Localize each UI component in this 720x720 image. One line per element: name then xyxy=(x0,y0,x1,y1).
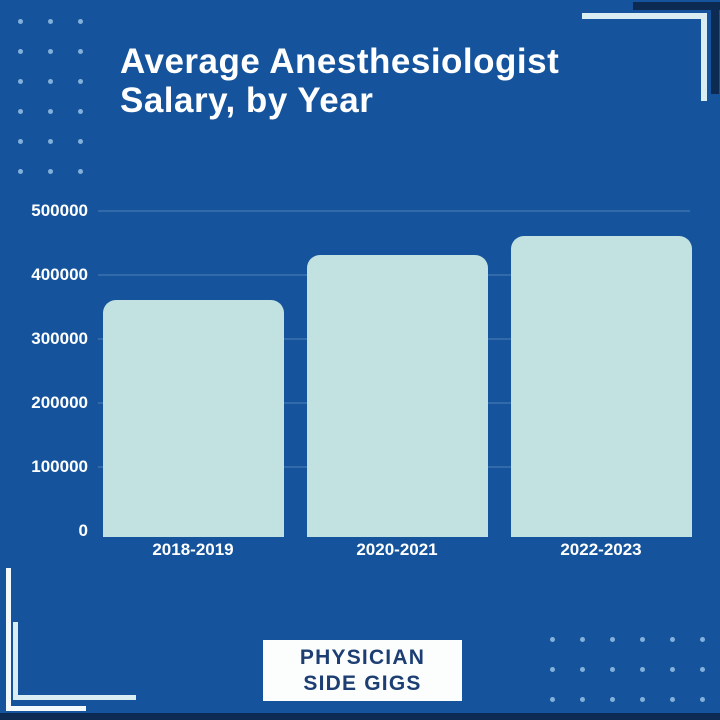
dot xyxy=(48,169,53,174)
dot xyxy=(610,667,615,672)
y-axis-tick-label: 200000 xyxy=(31,393,88,412)
chart-title-line1: Average Anesthesiologist xyxy=(120,42,560,81)
corner-bracket-top-right-dark-horizontal xyxy=(633,2,720,10)
dot xyxy=(18,49,23,54)
bar-2020-2021 xyxy=(306,255,488,537)
corner-bracket-bottom-left-inner-vertical xyxy=(13,622,18,700)
y-axis-tick-label: 100000 xyxy=(31,457,88,476)
dot xyxy=(48,49,53,54)
dot xyxy=(640,667,645,672)
dot xyxy=(18,139,23,144)
dot xyxy=(78,109,83,114)
dot xyxy=(78,49,83,54)
dot xyxy=(18,19,23,24)
dot xyxy=(18,109,23,114)
dot xyxy=(670,667,675,672)
badge-line1: PHYSICIAN xyxy=(299,645,426,669)
x-axis-label-2020-2021: 2020-2021 xyxy=(356,540,438,559)
dot xyxy=(48,79,53,84)
dot xyxy=(78,79,83,84)
dot xyxy=(550,697,555,702)
y-axis-tick-label: 300000 xyxy=(31,329,88,348)
dot xyxy=(700,697,705,702)
gridline xyxy=(98,210,690,212)
y-axis-tick-label: 500000 xyxy=(31,201,88,220)
dot xyxy=(78,139,83,144)
dot xyxy=(48,139,53,144)
dot xyxy=(78,169,83,174)
chart-title-line2: Salary, by Year xyxy=(120,81,374,120)
bar-2018-2019 xyxy=(102,300,284,537)
chart-title: Average Anesthesiologist Salary, by Year xyxy=(120,42,680,120)
corner-bracket-top-right-dark-vertical xyxy=(711,2,719,94)
dot xyxy=(48,109,53,114)
dot xyxy=(580,667,585,672)
dot xyxy=(48,19,53,24)
corner-bracket-bottom-left-outer-vertical xyxy=(6,568,11,711)
y-axis-tick-label: 400000 xyxy=(31,265,88,284)
badge-line2: SIDE GIGS xyxy=(303,671,422,695)
dot xyxy=(580,637,585,642)
dot xyxy=(550,637,555,642)
corner-bracket-top-right-light-horizontal xyxy=(582,13,707,19)
dot xyxy=(18,79,23,84)
bottom-edge-strip xyxy=(0,713,720,720)
dot xyxy=(640,697,645,702)
bar-2022-2023 xyxy=(510,235,692,537)
physician-side-gigs-badge: PHYSICIAN SIDE GIGS xyxy=(263,640,462,701)
corner-bracket-bottom-left-inner-horizontal xyxy=(13,695,136,700)
dot xyxy=(640,637,645,642)
dot xyxy=(670,637,675,642)
dot xyxy=(670,697,675,702)
dot xyxy=(610,637,615,642)
dot xyxy=(610,697,615,702)
y-axis-tick-label: 0 xyxy=(78,521,88,540)
x-axis-label-2018-2019: 2018-2019 xyxy=(152,540,234,559)
dot xyxy=(18,169,23,174)
dot xyxy=(700,637,705,642)
dot xyxy=(78,19,83,24)
dot xyxy=(550,667,555,672)
dot xyxy=(580,697,585,702)
corner-bracket-bottom-left-outer-horizontal xyxy=(6,706,86,711)
corner-bracket-top-right-light-vertical xyxy=(701,13,707,101)
x-axis-label-2022-2023: 2022-2023 xyxy=(560,540,642,559)
dot xyxy=(700,667,705,672)
